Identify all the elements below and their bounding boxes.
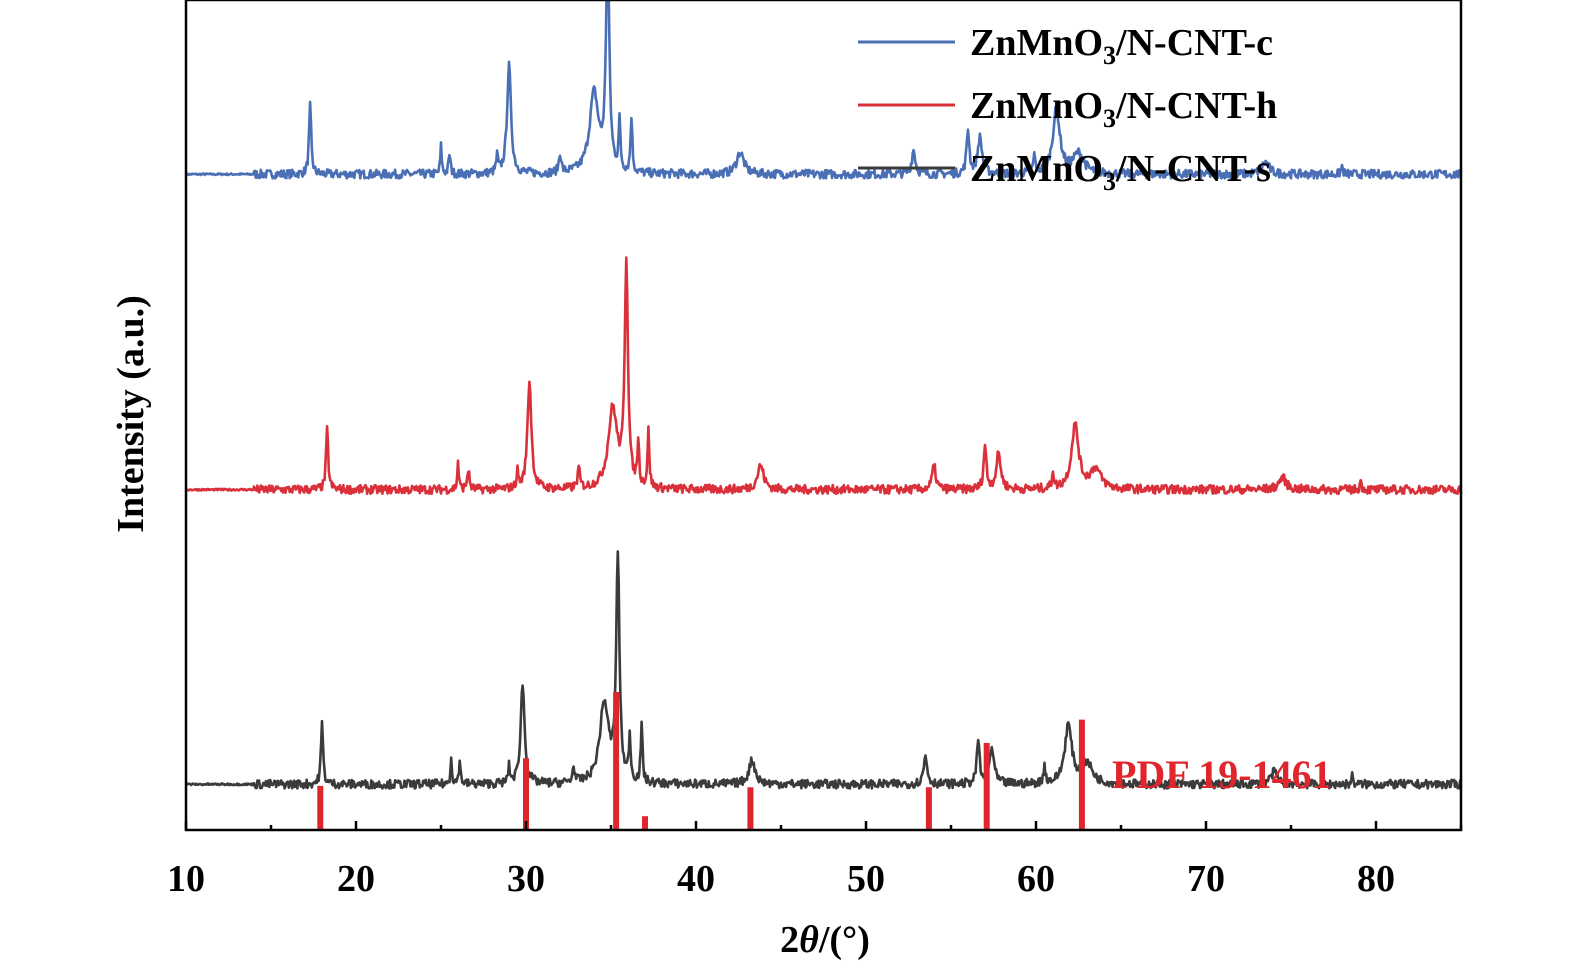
x-tick-label-6: 60 [1017,858,1055,900]
x-axis-title-unit: /(°) [818,919,870,961]
x-tick-label-4: 40 [677,858,715,900]
series-layer [184,0,1463,790]
x-tick-label-8: 80 [1357,858,1395,900]
legend-label-1: ZnMnO3/N-CNT-c [970,22,1273,70]
axes: 10 20 30 40 50 60 70 80 [167,0,1463,900]
series-line-3 [185,550,1463,790]
x-tick-label-7: 70 [1187,858,1225,900]
x-tick-label-1: 10 [167,858,205,900]
x-tick-label-5: 50 [847,858,885,900]
x-axis-title-symbol: θ [799,919,819,961]
legend: ZnMnO3/N-CNT-c ZnMnO3/N-CNT-h ZnMnO3/N-CNT… [858,22,1277,196]
x-axis-title: 2θ/(°) [780,919,870,961]
x-axis-title-prefix: 2 [780,919,799,961]
legend-label-2: ZnMnO3/N-CNT-h [970,85,1277,133]
x-tick-label-3: 30 [507,858,545,900]
series-line-1 [184,0,1462,180]
legend-label-3: ZnMnO3/N-CNT-s [970,148,1271,196]
reference-pattern [317,692,1085,830]
x-tick-label-2: 20 [337,858,375,900]
reference-label: PDF 19-1461 [1112,752,1332,797]
series-line-2 [185,256,1463,495]
plot-frame [184,0,1463,832]
y-axis-title: Intensity (a.u.) [110,295,152,533]
